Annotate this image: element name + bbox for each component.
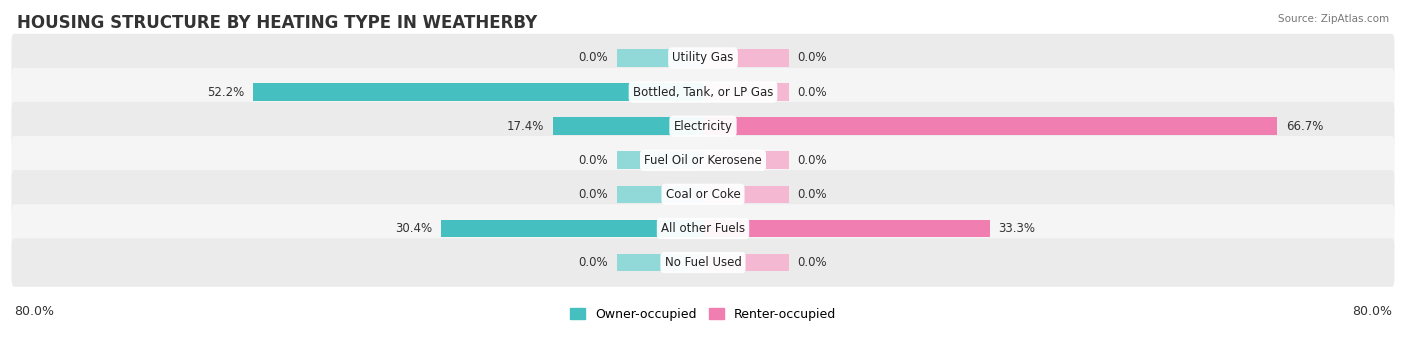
FancyBboxPatch shape	[11, 170, 1395, 219]
Bar	[703, 220, 990, 237]
Bar	[703, 49, 789, 67]
FancyBboxPatch shape	[11, 238, 1395, 287]
Text: Source: ZipAtlas.com: Source: ZipAtlas.com	[1278, 14, 1389, 24]
Bar	[703, 117, 1278, 135]
Text: 0.0%: 0.0%	[797, 154, 827, 167]
Bar	[703, 186, 789, 203]
Text: 0.0%: 0.0%	[579, 154, 609, 167]
Text: Electricity: Electricity	[673, 120, 733, 133]
FancyBboxPatch shape	[11, 102, 1395, 150]
Bar	[703, 151, 789, 169]
Text: Coal or Coke: Coal or Coke	[665, 188, 741, 201]
Bar	[617, 254, 703, 271]
Text: 17.4%: 17.4%	[508, 120, 544, 133]
Text: 33.3%: 33.3%	[998, 222, 1035, 235]
Text: Bottled, Tank, or LP Gas: Bottled, Tank, or LP Gas	[633, 86, 773, 99]
Text: 0.0%: 0.0%	[797, 188, 827, 201]
Bar	[553, 117, 703, 135]
Bar	[441, 220, 703, 237]
Text: 0.0%: 0.0%	[579, 51, 609, 64]
Text: 30.4%: 30.4%	[395, 222, 433, 235]
Bar	[703, 254, 789, 271]
Text: 0.0%: 0.0%	[797, 256, 827, 269]
Text: 0.0%: 0.0%	[579, 256, 609, 269]
FancyBboxPatch shape	[11, 204, 1395, 253]
Bar	[617, 151, 703, 169]
Text: Utility Gas: Utility Gas	[672, 51, 734, 64]
Text: 0.0%: 0.0%	[797, 86, 827, 99]
FancyBboxPatch shape	[11, 68, 1395, 116]
Bar	[617, 186, 703, 203]
Text: 0.0%: 0.0%	[579, 188, 609, 201]
Bar	[617, 49, 703, 67]
Text: 80.0%: 80.0%	[14, 305, 53, 317]
Text: No Fuel Used: No Fuel Used	[665, 256, 741, 269]
Text: 52.2%: 52.2%	[208, 86, 245, 99]
Text: 80.0%: 80.0%	[1353, 305, 1392, 317]
Text: 66.7%: 66.7%	[1286, 120, 1323, 133]
Bar	[253, 83, 703, 101]
Text: Fuel Oil or Kerosene: Fuel Oil or Kerosene	[644, 154, 762, 167]
Text: All other Fuels: All other Fuels	[661, 222, 745, 235]
Legend: Owner-occupied, Renter-occupied: Owner-occupied, Renter-occupied	[565, 303, 841, 326]
Text: HOUSING STRUCTURE BY HEATING TYPE IN WEATHERBY: HOUSING STRUCTURE BY HEATING TYPE IN WEA…	[17, 14, 537, 32]
Text: 0.0%: 0.0%	[797, 51, 827, 64]
FancyBboxPatch shape	[11, 34, 1395, 82]
FancyBboxPatch shape	[11, 136, 1395, 184]
Bar	[703, 83, 789, 101]
